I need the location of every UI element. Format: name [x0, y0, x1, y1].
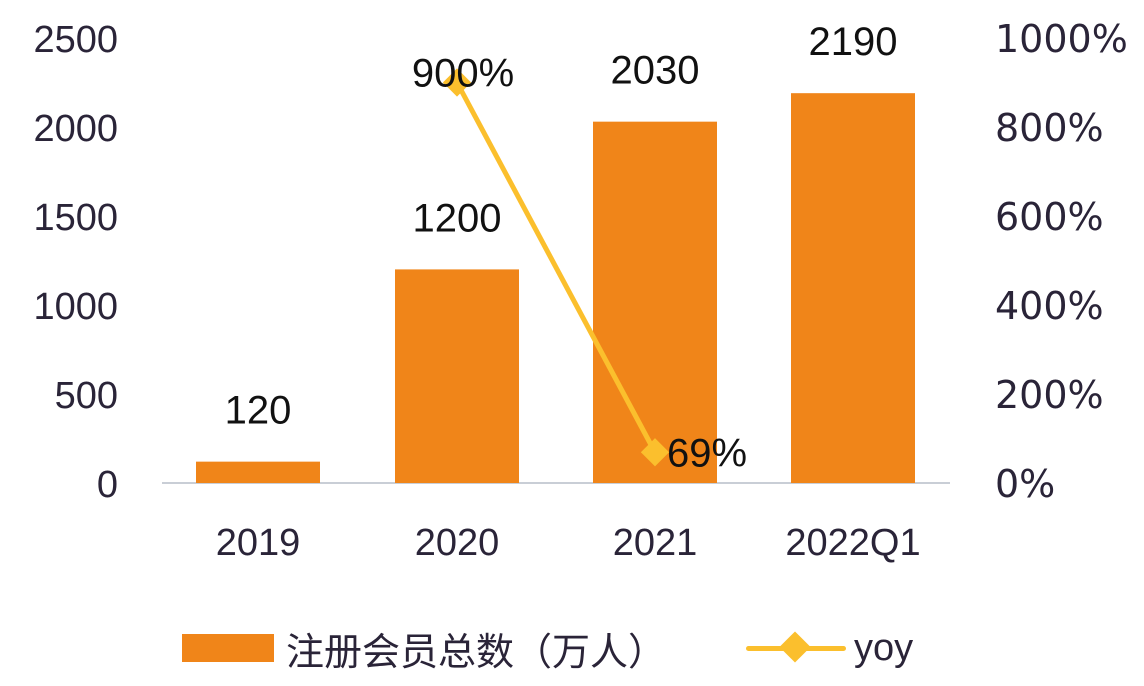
category-label: 2021	[613, 522, 698, 564]
left-tick-label: 2000	[33, 108, 118, 150]
legend: 注册会员总数（万人） yoy	[182, 618, 913, 678]
right-tick-label: 0%	[995, 462, 1055, 506]
right-tick-label: 600%	[995, 195, 1104, 239]
bar	[196, 461, 320, 483]
legend-item-members: 注册会员总数（万人）	[182, 621, 666, 676]
left-tick-label: 1000	[33, 286, 118, 328]
yoy-value-label: 900%	[412, 52, 514, 96]
bar-swatch-icon	[182, 634, 274, 662]
bar-value-label: 120	[225, 389, 292, 433]
line-diamond-swatch-icon	[746, 631, 847, 663]
legend-label-members: 注册会员总数（万人）	[286, 631, 667, 674]
bar	[395, 269, 519, 483]
bar-value-label: 2030	[611, 49, 700, 93]
category-label: 2019	[216, 522, 301, 564]
right-tick-label: 400%	[995, 284, 1104, 328]
left-axis-ticks: 0 500 1000 1500 2000 2500	[33, 19, 118, 506]
x-axis-categories: 2019 2020 2021 2022Q1	[216, 522, 921, 564]
bars	[196, 93, 915, 484]
right-tick-label: 1000%	[995, 17, 1128, 61]
left-tick-label: 2500	[33, 19, 118, 61]
left-tick-label: 1500	[33, 197, 118, 239]
category-label: 2020	[415, 522, 500, 564]
bar-value-labels: 120 1200 2030 2190	[225, 20, 898, 432]
bar-value-label: 1200	[413, 196, 502, 240]
legend-label-yoy: yoy	[854, 626, 914, 669]
right-axis-ticks: 0% 200% 400% 600% 800% 1000%	[995, 17, 1128, 506]
right-tick-label: 200%	[995, 373, 1104, 417]
yoy-value-label: 69%	[667, 431, 747, 475]
bar	[593, 121, 717, 483]
yoy-value-labels: 900% 69%	[412, 52, 747, 476]
diamond-marker-icon	[640, 438, 670, 467]
bar	[791, 93, 915, 484]
left-tick-label: 0	[97, 464, 118, 506]
right-tick-label: 800%	[995, 106, 1104, 150]
legend-item-yoy: yoy	[666, 627, 913, 670]
category-label: 2022Q1	[785, 522, 920, 564]
left-tick-label: 500	[55, 375, 118, 417]
bar-value-label: 2190	[809, 20, 898, 64]
yoy-line	[454, 81, 658, 454]
